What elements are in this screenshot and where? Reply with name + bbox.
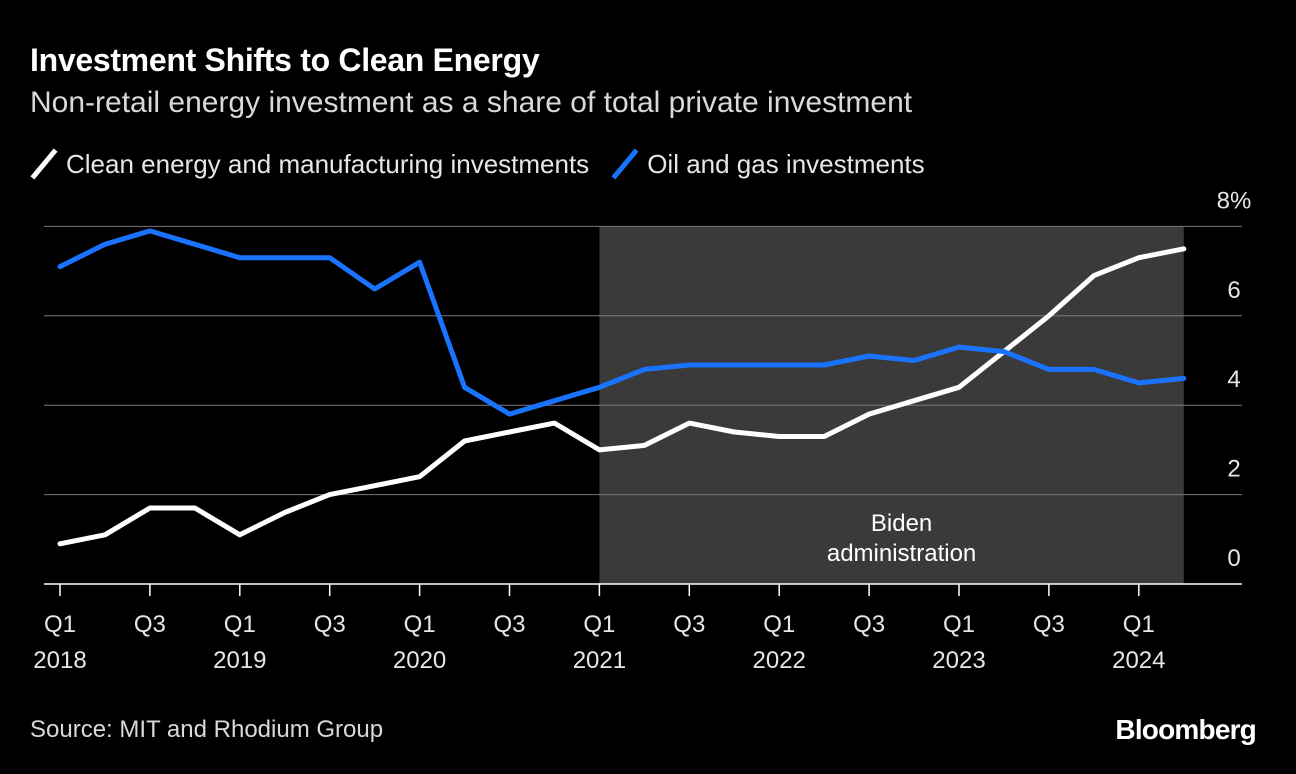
x-tick-label: Q3 [134, 611, 166, 638]
y-tick-label: 8% [1217, 187, 1252, 214]
legend-label-oil: Oil and gas investments [647, 148, 925, 179]
x-tick-year: 2019 [213, 647, 266, 674]
x-tick-label: Q1 [224, 611, 256, 638]
chart-subtitle: Non-retail energy investment as a share … [30, 86, 913, 119]
x-tick-label: Q1 [583, 611, 615, 638]
x-tick-label: Q1 [404, 611, 436, 638]
y-tick-label: 4 [1227, 366, 1240, 393]
biden-annotation: administration [827, 540, 976, 567]
x-tick-year: 2024 [1112, 647, 1165, 674]
x-tick-year: 2023 [932, 647, 985, 674]
legend-label-clean: Clean energy and manufacturing investmen… [66, 148, 590, 179]
x-tick-label: Q1 [44, 611, 76, 638]
x-tick-year: 2022 [753, 647, 806, 674]
oil-gas-line [57, 228, 1187, 417]
y-tick-label: 6 [1227, 277, 1240, 304]
y-tick-label: 0 [1227, 545, 1240, 572]
legend-item-oil: Oil and gas investments [611, 146, 925, 182]
legend-swatch-clean [30, 148, 58, 180]
x-tick-label: Q3 [673, 611, 705, 638]
x-tick-label: Q3 [314, 611, 346, 638]
chart-title: Investment Shifts to Clean Energy [30, 42, 540, 78]
x-tick-label: Q1 [943, 611, 975, 638]
bloomberg-logo: Bloomberg [1115, 714, 1256, 745]
x-tick-label: Q1 [763, 611, 795, 638]
x-tick-label: Q3 [853, 611, 885, 638]
clean-energy-line [57, 246, 1187, 547]
legend-swatch-oil [611, 148, 639, 180]
x-tick-label: Q3 [493, 611, 525, 638]
x-tick-label: Q3 [1033, 611, 1065, 638]
x-tick-year: 2021 [573, 647, 626, 674]
legend: Clean energy and manufacturing investmen… [30, 146, 947, 182]
legend-item-clean: Clean energy and manufacturing investmen… [30, 146, 589, 182]
y-tick-label: 2 [1227, 456, 1240, 483]
biden-annotation: Biden [871, 510, 932, 537]
x-tick-label: Q1 [1123, 611, 1155, 638]
x-tick-year: 2018 [33, 647, 86, 674]
x-tick-year: 2020 [393, 647, 446, 674]
source-note: Source: MIT and Rhodium Group [30, 716, 384, 743]
